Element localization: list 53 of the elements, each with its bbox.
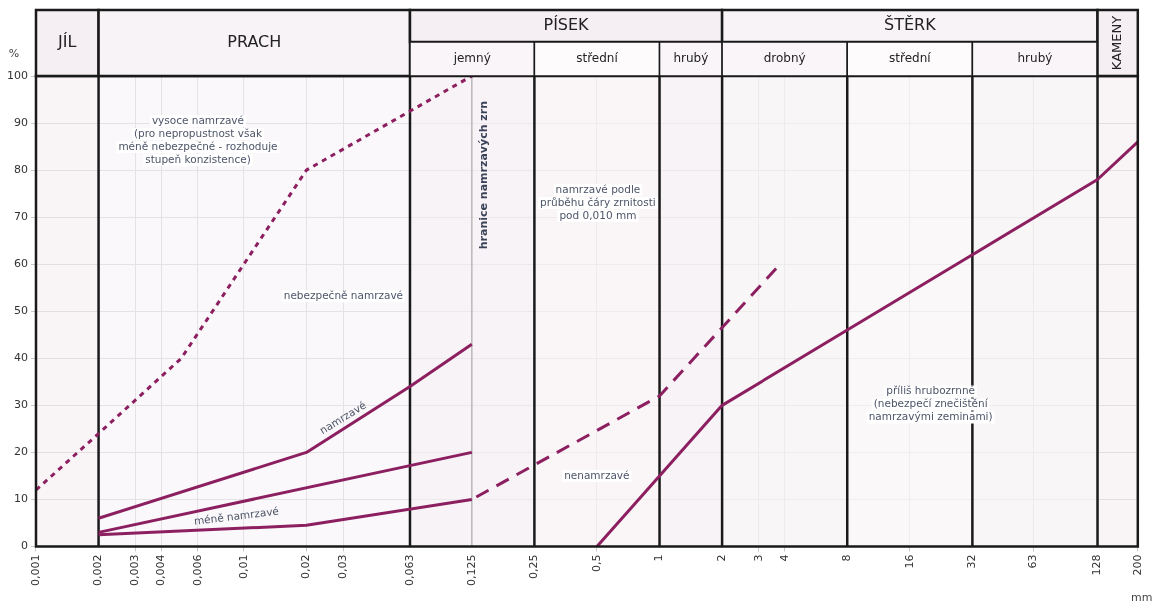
x-tick-label: 8 — [840, 554, 854, 562]
y-tick-label: 90 — [14, 115, 28, 129]
band-label: jemný — [452, 51, 491, 66]
x-tick-label: 32 — [965, 554, 979, 569]
y-axis-title: % — [8, 46, 20, 60]
band-label: střední — [576, 51, 619, 66]
x-tick-label: 63 — [1026, 554, 1040, 569]
y-tick-label: 60 — [14, 257, 28, 271]
annotation: nebezpečně namrzavé — [283, 288, 404, 301]
band-label: hrubý — [673, 51, 709, 66]
annotation: namrzavé podle průběhu čáry zrnitosti pod 0,010 mm — [540, 182, 656, 221]
y-tick-label: 50 — [14, 304, 28, 318]
y-tick-label: 30 — [14, 398, 28, 412]
x-tick-label: 0,01 — [236, 554, 250, 580]
x-tick-label: 0,003 — [128, 554, 142, 587]
x-tick-label: 0,5 — [589, 554, 603, 573]
band-label: střední — [889, 51, 932, 66]
x-tick-label: 16 — [902, 554, 916, 569]
y-tick-label: 70 — [14, 210, 28, 224]
band-label: JÍL — [57, 32, 77, 52]
x-axis-title: mm — [1131, 590, 1153, 604]
annotation: méně namrzavé — [193, 504, 280, 527]
band-label: hrubý — [1017, 51, 1053, 66]
band-label: ŠTĚRK — [883, 15, 937, 35]
x-tick-label: 0,002 — [91, 554, 105, 587]
annotation: příliš hrubozrnné (nebezpečí znečištění namrzavými zeminami) — [868, 384, 993, 423]
x-tick-label: 0,006 — [190, 554, 204, 587]
annotation: nenamrzavé — [564, 468, 630, 481]
x-tick-label: 128 — [1090, 554, 1104, 576]
x-tick-label: 2 — [714, 554, 728, 562]
y-tick-label: 10 — [14, 492, 28, 506]
x-tick-label: 0,125 — [464, 554, 478, 587]
y-tick-label: 0 — [21, 539, 28, 553]
x-tick-label: 0,02 — [299, 554, 313, 580]
y-tick-label: 40 — [14, 351, 28, 365]
band-label: PÍSEK — [543, 15, 590, 35]
y-tick-label: 80 — [14, 162, 28, 176]
x-tick-label: 1 — [652, 554, 666, 562]
ref-line-label: hranice namrzavých zrn — [476, 101, 490, 250]
x-tick-label: 200 — [1130, 554, 1144, 576]
x-tick-label: 0,25 — [527, 554, 541, 580]
x-tick-label: 0,001 — [28, 554, 42, 587]
x-tick-label: 0,004 — [153, 554, 167, 587]
x-tick-label: 0,063 — [402, 554, 416, 587]
y-tick-label: 100 — [7, 68, 28, 82]
y-tick-label: 20 — [14, 445, 28, 459]
band-label: drobný — [763, 51, 806, 66]
band-label: PRACH — [227, 32, 282, 52]
band-label: KAMENY — [1109, 15, 1125, 71]
x-tick-label: 3 — [751, 554, 765, 562]
annotation: vysoce namrzavé (pro nepropustnost však méně nebezpečné - rozhoduje stupeň konzistence) — [118, 113, 278, 165]
x-tick-label: 4 — [777, 554, 791, 562]
x-tick-label: 0,03 — [335, 554, 349, 580]
